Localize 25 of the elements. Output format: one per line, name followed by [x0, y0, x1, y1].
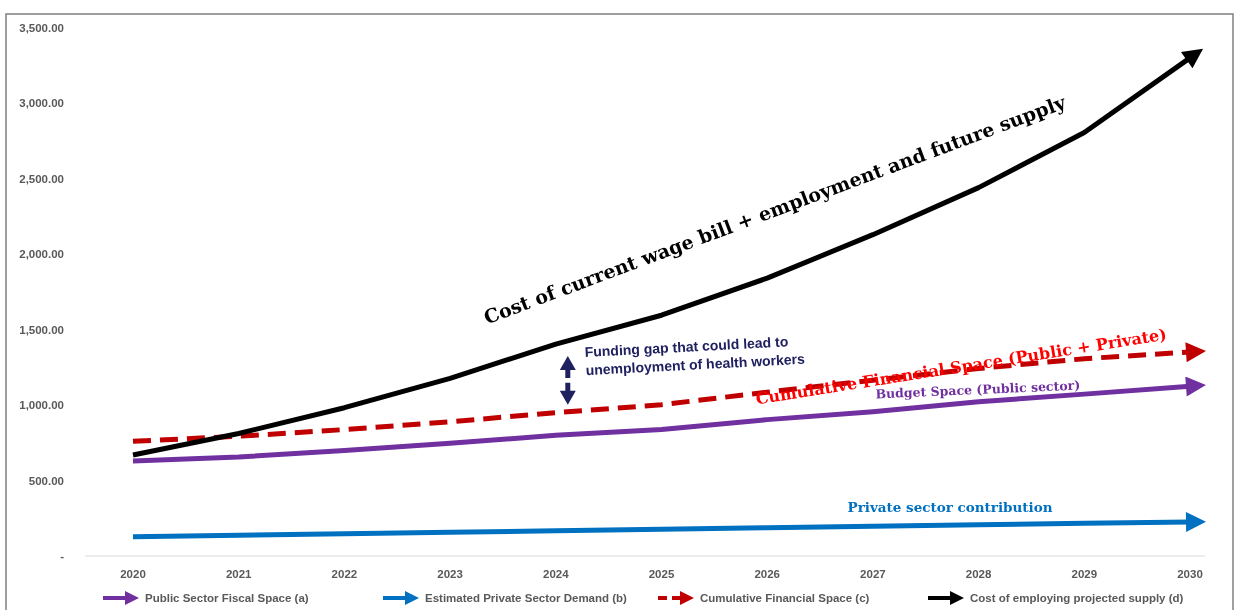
y-tick-label: 1,000.00 — [19, 399, 64, 412]
x-tick-label: 2020 — [120, 568, 146, 580]
x-tick-label: 2029 — [1071, 568, 1098, 580]
annotation: Private sector contribution — [847, 499, 1053, 515]
legend-label: Estimated Private Sector Demand (b) — [425, 592, 628, 604]
x-tick-label: 2025 — [648, 568, 675, 580]
x-tick-label: 2023 — [437, 568, 463, 580]
y-tick-label: 2,000.00 — [19, 248, 64, 261]
y-tick-label: 3,000.00 — [19, 97, 64, 110]
y-tick-label: 3,500.00 — [19, 22, 64, 34]
y-tick-label: 2,500.00 — [19, 172, 64, 185]
x-tick-label: 2030 — [1177, 568, 1203, 580]
x-tick-label: 2021 — [225, 568, 253, 580]
x-tick-label: 2028 — [965, 568, 992, 580]
x-tick-label: 2026 — [754, 568, 780, 580]
legend-label: Public Sector Fiscal Space (a) — [145, 592, 309, 604]
y-tick-label: 500.00 — [28, 474, 64, 487]
x-tick-label: 2027 — [860, 568, 886, 580]
y-tick-label: 1,500.00 — [19, 323, 64, 336]
y-tick-label: - — [60, 550, 65, 562]
x-tick-label: 2024 — [543, 568, 570, 580]
legend-label: Cumulative Financial Space (c) — [700, 592, 870, 604]
x-tick-label: 2022 — [331, 568, 358, 580]
legend-label: Cost of employing projected supply (d) — [970, 592, 1184, 604]
annotation: Funding gap that could lead to unemployment of health workers — [584, 333, 806, 379]
